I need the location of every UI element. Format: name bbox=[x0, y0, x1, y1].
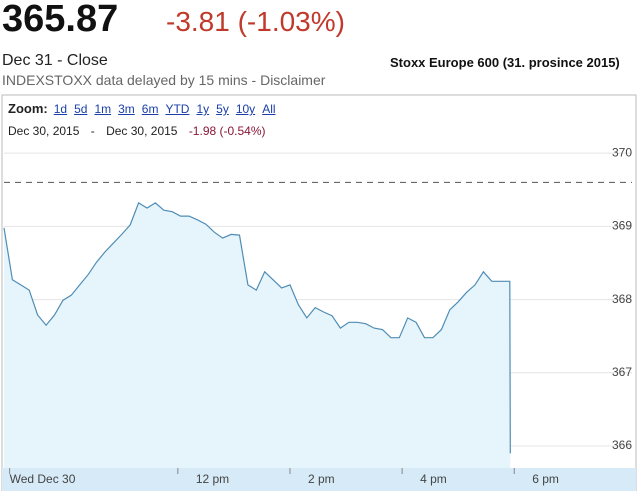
area-fill bbox=[4, 202, 511, 468]
range-change: -1.98 (-0.54%) bbox=[188, 124, 266, 138]
zoom-option[interactable]: 6m bbox=[141, 102, 159, 116]
zoom-label: Zoom: bbox=[8, 101, 48, 116]
y-tick-label: 369 bbox=[612, 219, 632, 233]
close-label: Dec 31 - Close bbox=[2, 52, 108, 69]
x-tick-label: 6 pm bbox=[532, 472, 559, 486]
range-end: Dec 30, 2015 bbox=[106, 124, 178, 138]
caption: Stoxx Europe 600 (31. prosince 2015) bbox=[390, 55, 620, 70]
zoom-option[interactable]: All bbox=[262, 102, 276, 116]
zoom-option[interactable]: 1y bbox=[196, 102, 210, 116]
delay-note: INDEXSTOXX data delayed by 15 mins - Dis… bbox=[2, 72, 326, 88]
price-line bbox=[3, 202, 511, 454]
x-axis-band bbox=[2, 468, 636, 491]
zoom-option[interactable]: 5d bbox=[74, 102, 88, 116]
x-tick-label: 4 pm bbox=[420, 472, 447, 486]
zoom-option[interactable]: 5y bbox=[216, 102, 229, 116]
change: -3.81 (-1.03%) bbox=[166, 6, 345, 37]
zoom-option[interactable]: 1m bbox=[94, 102, 112, 116]
toolbar: Zoom: 1d 5d 1m 3m 6m YTD 1y 5y 10y All bbox=[8, 101, 283, 116]
y-tick-label: 367 bbox=[612, 365, 632, 379]
range-sep: - bbox=[90, 124, 95, 138]
zoom-option[interactable]: 10y bbox=[235, 102, 256, 116]
range: Dec 30, 2015 - Dec 30, 2015 -1.98 (-0.54… bbox=[8, 124, 274, 138]
y-tick-label: 368 bbox=[612, 292, 632, 306]
zoom-option[interactable]: 3m bbox=[118, 102, 135, 116]
x-tick-label: 12 pm bbox=[196, 472, 229, 486]
y-tick-label: 370 bbox=[612, 145, 632, 159]
x-tick-label: 2 pm bbox=[308, 472, 335, 486]
zoom-option[interactable]: 1d bbox=[53, 102, 68, 116]
price: 365.87 bbox=[2, 0, 119, 40]
zoom-option[interactable]: YTD bbox=[165, 102, 190, 116]
range-start: Dec 30, 2015 bbox=[8, 124, 80, 138]
x-tick-label: Wed Dec 30 bbox=[10, 472, 76, 486]
y-tick-label: 366 bbox=[612, 438, 632, 452]
